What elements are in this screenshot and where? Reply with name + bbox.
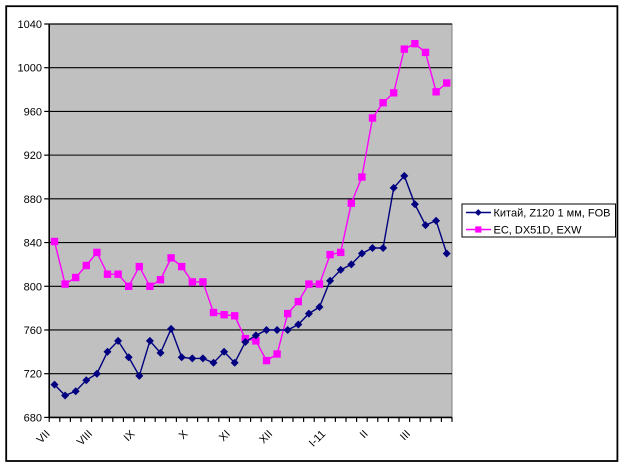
svg-text:800: 800	[24, 281, 42, 293]
svg-text:ЕС, DX51D, EXW: ЕС, DX51D, EXW	[494, 225, 583, 237]
svg-text:680: 680	[24, 412, 42, 424]
svg-text:1000: 1000	[18, 63, 42, 75]
svg-text:720: 720	[24, 369, 42, 381]
svg-text:Китай, Z120 1 мм, FOB: Китай, Z120 1 мм, FOB	[494, 208, 611, 220]
svg-text:960: 960	[24, 106, 42, 118]
svg-text:920: 920	[24, 150, 42, 162]
svg-text:760: 760	[24, 325, 42, 337]
svg-text:1040: 1040	[18, 19, 42, 31]
svg-text:880: 880	[24, 194, 42, 206]
svg-text:840: 840	[24, 238, 42, 250]
